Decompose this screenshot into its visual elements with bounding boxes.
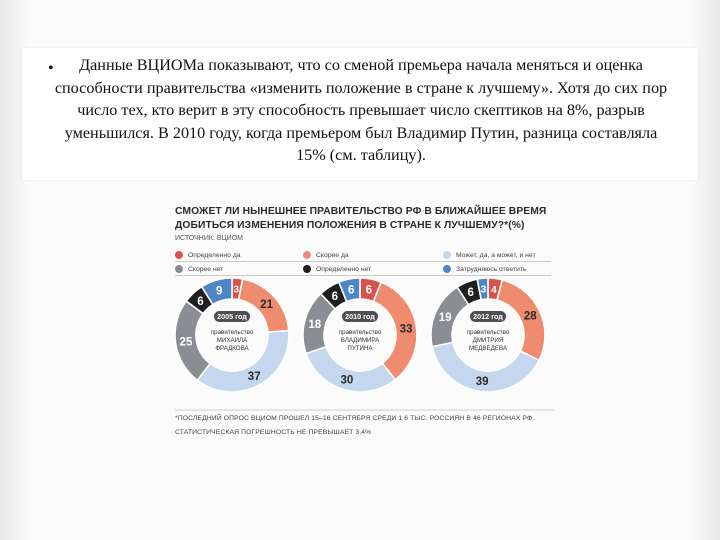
chart-legend: Определенно да Скорее да Может, да, а може… xyxy=(175,248,555,276)
slice-value-label: 6 xyxy=(366,284,372,296)
legend-item: Определенно нет xyxy=(303,263,371,275)
legend-item: Затрудняюсь ответить xyxy=(443,263,526,275)
legend-swatch xyxy=(175,251,183,259)
infographic: СМОЖЕТ ЛИ НЫНЕШНЕЕ ПРАВИТЕЛЬСТВО РФ В БЛ… xyxy=(168,200,560,445)
slice-value-label: 37 xyxy=(248,371,261,383)
government-label: ФРАДКОВА xyxy=(215,345,249,352)
donut-slice xyxy=(200,277,233,306)
government-label: МИХАИЛА xyxy=(217,337,248,344)
year-label: 2005 год xyxy=(217,312,247,321)
government-label: ПУТИНА xyxy=(347,345,373,352)
legend-swatch xyxy=(443,265,451,273)
year-badge xyxy=(214,311,250,322)
figure-source: ИСТОЧНИК: ВЦИОМ xyxy=(175,235,243,242)
figure-footnote-line-2: СТАТИСТИЧЕСКАЯ ПОГРЕШНОСТЬ НЕ ПРЕВЫШАЕТ … xyxy=(175,429,372,436)
year-label: 2012 год xyxy=(473,312,503,321)
donut-slice xyxy=(337,277,361,303)
legend-label: Может, да, а может, и нет xyxy=(456,251,536,259)
slice-value-label: 3 xyxy=(481,285,487,296)
legend-swatch xyxy=(303,265,311,273)
legend-item: Может, да, а может, и нет xyxy=(443,249,536,261)
government-label: правительство xyxy=(339,329,382,336)
government-label: МЕДВЕДЕВА xyxy=(469,345,508,352)
slice-value-label: 3 xyxy=(234,285,240,296)
legend-label: Определенно да xyxy=(188,251,241,259)
slice-value-label: 39 xyxy=(476,376,489,388)
figure-title-line-2: ДОБИТЬСЯ ИЗМЕНЕНИЯ ПОЛОЖЕНИЯ В СТРАНЕ К … xyxy=(175,220,525,231)
legend-swatch xyxy=(303,251,311,259)
legend-item: Определенно да xyxy=(175,249,241,261)
year-badge xyxy=(342,311,378,322)
slice-value-label: 9 xyxy=(216,285,222,297)
legend-label: Определенно нет xyxy=(316,265,372,273)
legend-label: Затрудняюсь ответить xyxy=(456,265,527,273)
figure-footnote-line-1: *ПОСЛЕДНИЙ ОПРОС ВЦИОМ ПРОШЕЛ 15–16 СЕНТ… xyxy=(175,415,535,422)
slice-value-label: 4 xyxy=(491,285,497,296)
slice-value-label: 30 xyxy=(341,375,354,387)
bullet-mark: • xyxy=(48,60,54,77)
donut-slice xyxy=(476,277,489,301)
slice-value-label: 6 xyxy=(197,296,203,308)
legend-label: Скорее нет xyxy=(188,265,224,273)
slice-value-label: 28 xyxy=(524,311,537,323)
figure-title-line-1: СМОЖЕТ ЛИ НЫНЕШНЕЕ ПРАВИТЕЛЬСТВО РФ В БЛ… xyxy=(175,206,547,217)
legend-item: Скорее нет xyxy=(175,263,223,275)
government-label: ДМИТРИЯ xyxy=(473,337,504,344)
government-label: ВЛАДИМИРА xyxy=(341,337,380,344)
legend-label: Скорее да xyxy=(316,251,349,259)
donut-slice xyxy=(431,341,541,393)
year-badge xyxy=(470,311,506,322)
slice-value-label: 6 xyxy=(332,291,338,303)
legend-item: Скорее да xyxy=(303,249,349,261)
slice-value-label: 21 xyxy=(260,299,273,311)
legend-divider xyxy=(175,261,551,262)
slice-value-label: 18 xyxy=(308,319,321,331)
slice-value-label: 6 xyxy=(468,287,474,299)
government-label: правительство xyxy=(467,329,510,336)
legend-swatch xyxy=(443,251,451,259)
slice-value-label: 25 xyxy=(180,336,193,348)
slice-value-label: 6 xyxy=(348,284,354,296)
text-panel xyxy=(22,48,698,180)
slide-paragraph: Данные ВЦИОМа показывают, что со сменой … xyxy=(54,56,668,164)
slice-value-label: 19 xyxy=(439,312,452,324)
government-label: правительство xyxy=(211,329,254,336)
slice-value-label: 33 xyxy=(400,323,413,335)
legend-divider xyxy=(175,275,551,276)
legend-swatch xyxy=(175,265,183,273)
year-label: 2010 год xyxy=(345,312,375,321)
